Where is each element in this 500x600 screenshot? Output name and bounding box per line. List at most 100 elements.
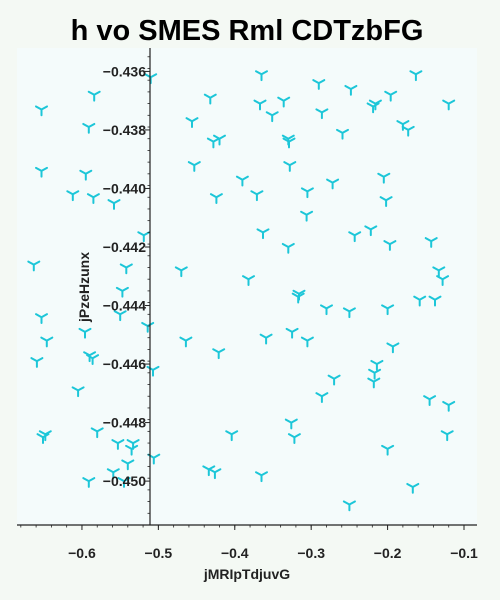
data-point: [342, 500, 356, 512]
y-tick-label: −0.442: [103, 239, 146, 255]
data-point: [35, 166, 48, 178]
data-point: [283, 161, 297, 172]
data-point: [366, 102, 380, 114]
data-point: [36, 433, 50, 444]
y-tick-label: −0.448: [103, 415, 146, 431]
data-point: [71, 386, 85, 398]
data-point: [367, 377, 381, 389]
data-point: [440, 430, 454, 442]
chart-title: h vo SMES Rml CDTzbFG: [71, 15, 424, 47]
data-point: [442, 400, 456, 412]
data-point: [413, 295, 427, 307]
data-point: [40, 336, 54, 348]
data-point: [315, 392, 329, 403]
data-point: [107, 199, 121, 210]
data-point: [312, 79, 326, 90]
data-point: [179, 336, 193, 348]
y-ticks: −0.436 −0.438 −0.440 −0.442 −0.444 −0.446 −0.4…: [103, 63, 150, 489]
data-point: [147, 453, 161, 465]
data-point: [428, 295, 442, 307]
data-point: [242, 275, 255, 286]
data-point: [206, 137, 220, 149]
data-point: [113, 310, 127, 322]
data-point: [368, 368, 382, 380]
data-point: [370, 359, 384, 371]
data-point: [265, 111, 279, 123]
data-point: [137, 231, 151, 243]
data-point: [401, 125, 415, 137]
plot-area: [17, 48, 477, 525]
data-point: [282, 137, 296, 149]
data-point: [115, 286, 129, 298]
data-point: [291, 292, 305, 304]
x-tick-label: −0.2: [374, 545, 402, 561]
data-point: [255, 70, 268, 82]
data-point: [300, 187, 314, 199]
data-point: [259, 333, 273, 345]
data-point: [86, 193, 100, 204]
data-point: [203, 93, 217, 105]
y-tick-label: −0.450: [103, 473, 146, 489]
data-point: [383, 240, 397, 251]
data-point: [30, 357, 44, 368]
x-tick-label: −0.4: [221, 545, 249, 561]
data-point: [315, 108, 329, 120]
data-point: [348, 231, 362, 243]
data-point: [287, 433, 301, 444]
data-point: [409, 70, 423, 82]
data-points: [27, 70, 456, 512]
data-point: [119, 263, 133, 275]
data-point: [377, 172, 391, 184]
x-tick-label: −0.1: [450, 545, 478, 561]
data-point: [87, 90, 101, 102]
data-point: [300, 336, 314, 348]
data-point: [79, 169, 93, 181]
data-point: [117, 477, 131, 488]
data-point: [381, 304, 395, 316]
data-point: [208, 468, 222, 480]
data-point: [326, 178, 340, 190]
data-point: [82, 477, 96, 488]
y-tick-label: −0.446: [103, 356, 146, 372]
data-point: [121, 459, 135, 471]
data-point: [187, 161, 201, 172]
data-point: [212, 348, 226, 360]
data-point: [106, 468, 120, 480]
x-tick-label: −0.6: [68, 545, 96, 561]
y-axis-label: jPzeHzunx: [76, 252, 92, 323]
data-point: [300, 210, 314, 222]
data-point: [423, 395, 437, 406]
data-point: [125, 444, 139, 456]
x-tick-label: −0.3: [297, 545, 325, 561]
data-point: [277, 96, 291, 108]
data-point: [381, 444, 395, 456]
data-point: [82, 122, 96, 134]
data-point: [78, 327, 92, 339]
data-point: [256, 228, 270, 240]
x-ticks: −0.6 −0.5 −0.4 −0.3 −0.2 −0.1: [68, 525, 478, 561]
data-point: [253, 99, 267, 111]
data-point: [285, 327, 299, 339]
data-point: [406, 482, 420, 494]
data-point: [174, 266, 188, 278]
data-point: [284, 418, 298, 430]
data-point: [255, 471, 268, 483]
y-tick-label: −0.436: [103, 63, 146, 79]
data-point: [320, 304, 333, 316]
data-point: [432, 266, 446, 278]
data-point: [235, 175, 249, 187]
x-axis-label: jMRIpTdjuvG: [203, 566, 290, 582]
data-point: [327, 374, 341, 386]
data-point: [344, 84, 358, 96]
data-point: [86, 354, 100, 365]
data-point: [111, 439, 125, 450]
data-point: [379, 196, 393, 207]
y-tick-label: −0.440: [103, 180, 146, 196]
data-point: [209, 193, 223, 204]
data-point: [35, 313, 48, 324]
data-point: [386, 342, 400, 354]
data-point: [342, 307, 356, 319]
data-point: [281, 242, 295, 254]
data-point: [66, 190, 80, 202]
y-tick-label: −0.444: [103, 298, 146, 314]
